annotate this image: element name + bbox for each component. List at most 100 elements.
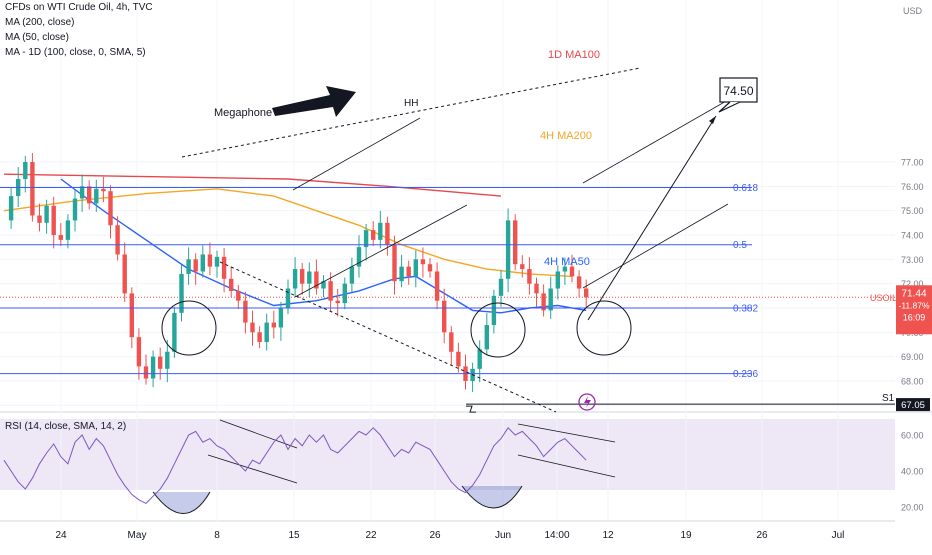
candle-body[interactable]: [477, 349, 482, 369]
candle-body[interactable]: [569, 266, 575, 277]
candle-body[interactable]: [399, 266, 404, 282]
candle-body[interactable]: [278, 307, 284, 328]
candle-body[interactable]: [498, 278, 504, 296]
candle-body[interactable]: [413, 259, 418, 277]
candle-body[interactable]: [214, 256, 220, 267]
projected-channel-upper[interactable]: [582, 99, 729, 184]
candle-body[interactable]: [129, 293, 134, 338]
rsi-channel-upper[interactable]: [219, 419, 298, 449]
candle-body[interactable]: [8, 196, 14, 221]
legend-ma100-1d[interactable]: MA - 1D (100, close, 0, SMA, 5): [5, 47, 146, 58]
candle-body[interactable]: [65, 220, 71, 240]
channel-upper-line[interactable]: [292, 117, 421, 191]
megaphone-arrow[interactable]: [272, 86, 356, 117]
legend-rsi[interactable]: RSI (14, close, SMA, 14, 2): [5, 421, 127, 432]
candle-body[interactable]: [555, 271, 560, 289]
candle-body[interactable]: [562, 266, 568, 272]
bottom-circle[interactable]: [576, 300, 632, 356]
candle-body[interactable]: [143, 366, 149, 379]
rsi-channel-2-lower[interactable]: [517, 454, 616, 478]
ma100-1d-line[interactable]: [3, 173, 502, 197]
ma50-line[interactable]: [60, 178, 587, 314]
candle-body[interactable]: [385, 222, 390, 245]
candle-body[interactable]: [520, 264, 525, 270]
rsi-channel-lower[interactable]: [207, 454, 298, 484]
candle-body[interactable]: [491, 295, 497, 326]
bottom-circle[interactable]: [161, 300, 217, 356]
candle-body[interactable]: [442, 300, 447, 333]
candle-body[interactable]: [420, 259, 426, 265]
candle-body[interactable]: [150, 356, 156, 379]
candle-body[interactable]: [23, 162, 28, 180]
candle-body[interactable]: [229, 278, 234, 291]
candle-body[interactable]: [165, 351, 170, 369]
candle-body[interactable]: [321, 281, 326, 289]
candle-body[interactable]: [328, 281, 333, 301]
candle-body[interactable]: [513, 220, 518, 265]
candle-body[interactable]: [200, 254, 205, 272]
candle-body[interactable]: [342, 283, 347, 304]
price-pane[interactable]: [0, 0, 895, 412]
candle-body[interactable]: [406, 266, 411, 277]
candle-body[interactable]: [356, 247, 362, 267]
candle-body[interactable]: [136, 337, 142, 367]
s1-price-tag[interactable]: [896, 398, 930, 412]
candle-body[interactable]: [108, 191, 113, 226]
candle-body[interactable]: [58, 234, 63, 240]
rsi-bottom-arc[interactable]: [461, 485, 523, 509]
candle-body[interactable]: [548, 288, 553, 311]
candle-body[interactable]: [158, 356, 163, 369]
rsi-channel-2-upper[interactable]: [517, 423, 616, 443]
candle-body[interactable]: [271, 322, 276, 328]
price-axis-pane[interactable]: [895, 0, 932, 550]
candle-body[interactable]: [314, 271, 319, 289]
candle-body[interactable]: [449, 332, 454, 352]
candle-body[interactable]: [292, 269, 298, 289]
current-price-tag[interactable]: [896, 285, 932, 335]
candle-body[interactable]: [122, 254, 127, 294]
candle-body[interactable]: [30, 162, 35, 216]
candle-body[interactable]: [505, 220, 511, 279]
candle-body[interactable]: [79, 186, 85, 199]
bottom-circle[interactable]: [470, 302, 526, 358]
candle-body[interactable]: [236, 290, 241, 301]
candle-body[interactable]: [307, 271, 312, 284]
candle-body[interactable]: [456, 351, 461, 367]
candle-body[interactable]: [285, 288, 291, 308]
candle-body[interactable]: [264, 322, 269, 343]
candle-body[interactable]: [392, 244, 397, 282]
candle-body[interactable]: [37, 215, 42, 223]
rsi-series[interactable]: [3, 427, 587, 505]
candle-body[interactable]: [51, 205, 56, 235]
candle-body[interactable]: [534, 283, 539, 294]
legend-ma50[interactable]: MA (50, close): [5, 32, 69, 43]
rsi-bottom-arc[interactable]: [152, 491, 211, 514]
candle-body[interactable]: [207, 254, 213, 267]
projected-channel-lower[interactable]: [582, 203, 729, 289]
candle-body[interactable]: [257, 332, 262, 343]
candle-body[interactable]: [94, 188, 99, 204]
candle-body[interactable]: [484, 325, 489, 350]
candle-body[interactable]: [427, 264, 433, 272]
candle-body[interactable]: [541, 293, 546, 311]
ma200-line[interactable]: [3, 188, 573, 278]
candle-body[interactable]: [193, 259, 198, 272]
candle-body[interactable]: [221, 256, 227, 279]
candle-body[interactable]: [72, 198, 78, 221]
megaphone-lower-line[interactable]: [219, 261, 557, 413]
candle-body[interactable]: [371, 230, 376, 240]
channel-lower-line[interactable]: [294, 204, 468, 298]
candle-body[interactable]: [335, 300, 340, 304]
candle-body[interactable]: [584, 288, 589, 298]
candle-body[interactable]: [179, 273, 184, 313]
candle-body[interactable]: [576, 276, 582, 289]
projection-arrow[interactable]: [587, 115, 717, 321]
candle-body[interactable]: [243, 300, 248, 323]
candle-body[interactable]: [300, 269, 305, 284]
candle-body[interactable]: [434, 271, 440, 301]
candle-body[interactable]: [87, 186, 92, 204]
candle-body[interactable]: [172, 312, 177, 352]
candle-body[interactable]: [527, 269, 532, 284]
candle-body[interactable]: [363, 230, 369, 248]
